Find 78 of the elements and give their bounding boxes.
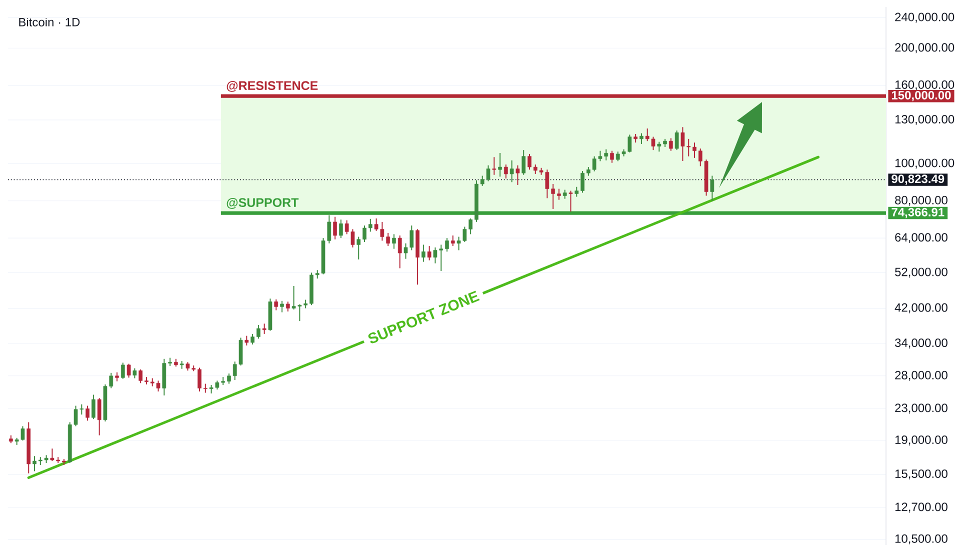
y-tick-label: 19,000.00 (895, 436, 948, 446)
candlestick (356, 236, 361, 260)
candlestick (368, 218, 372, 232)
candlestick (528, 153, 532, 170)
y-tick-label: 80,000.00 (895, 196, 948, 206)
candlestick (640, 132, 644, 145)
candlestick (244, 335, 249, 346)
candlestick (498, 152, 502, 178)
candlestick (574, 186, 579, 198)
candlestick (198, 367, 202, 392)
candlestick (657, 141, 662, 152)
candlestick (610, 150, 614, 164)
ref-line-label: 150,000.00 (892, 90, 951, 102)
candlestick (462, 226, 467, 243)
candlestick (504, 164, 508, 179)
candlestick (592, 156, 596, 172)
y-tick-label: 64,000.00 (895, 233, 948, 244)
candlestick (120, 362, 125, 380)
candlestick (674, 130, 679, 151)
candlestick (32, 456, 36, 472)
candlestick (522, 150, 526, 176)
candlestick (669, 138, 673, 152)
candlestick (433, 246, 438, 264)
candlestick (132, 368, 137, 379)
candlestick (86, 405, 90, 422)
candlestick (126, 363, 131, 378)
y-tick-label: 52,000.00 (895, 268, 948, 278)
candlestick (692, 142, 696, 158)
candlestick (450, 234, 455, 247)
y-tick-label: 100,000.00 (895, 158, 954, 169)
candlestick (274, 298, 278, 311)
candlestick (20, 426, 25, 441)
y-tick-label: 34,000.00 (894, 338, 948, 348)
candlestick (227, 372, 231, 384)
candlestick (628, 134, 632, 153)
annotation: @SUPPORT (226, 198, 299, 209)
candlestick (439, 244, 444, 272)
candlestick (339, 219, 343, 239)
candlestick (427, 246, 432, 261)
text: Bitcoin · 1D (19, 18, 80, 26)
ref-line-label: 90,823.49 (892, 174, 944, 185)
y-tick-label: 200,000.00 (895, 43, 954, 54)
candlestick (280, 300, 284, 313)
candlestick (568, 190, 573, 212)
y-tick-label: 130,000.00 (895, 114, 954, 125)
candlestick (327, 214, 332, 244)
annotation: @RESISTENCE (226, 81, 318, 92)
candlestick (492, 156, 496, 176)
candlestick (138, 368, 143, 384)
candlestick (392, 234, 396, 250)
candlestick (97, 398, 102, 436)
candlestick (262, 323, 266, 334)
candlestick (92, 394, 96, 420)
y-tick-label: 15,500.00 (895, 469, 948, 480)
y-tick-label: 10,500.00 (895, 534, 948, 544)
candlestick (398, 234, 402, 269)
candlestick (562, 189, 567, 200)
candlestick (362, 225, 366, 243)
candlestick (445, 238, 449, 252)
y-tick-label: 12,700.00 (895, 502, 948, 513)
candlestick (456, 236, 461, 251)
ref-line-label: 74,366.91 (892, 208, 944, 218)
candlestick (422, 244, 426, 262)
candlestick (557, 188, 561, 200)
candlestick (286, 301, 290, 312)
candlestick (256, 324, 260, 340)
candlestick (250, 333, 254, 345)
y-tick-label: 160,000.00 (895, 80, 954, 90)
candlestick (710, 175, 714, 202)
candlestick (468, 218, 472, 235)
y-tick-label: 23,000.00 (895, 404, 948, 414)
candlestick (580, 170, 584, 194)
candlestick (333, 216, 337, 240)
y-tick-label: 240,000.00 (895, 12, 954, 23)
candlestick (510, 160, 514, 183)
y-tick-label: 28,000.00 (895, 370, 948, 381)
y-tick-label: 42,000.00 (894, 303, 948, 314)
candlestick (516, 164, 520, 186)
